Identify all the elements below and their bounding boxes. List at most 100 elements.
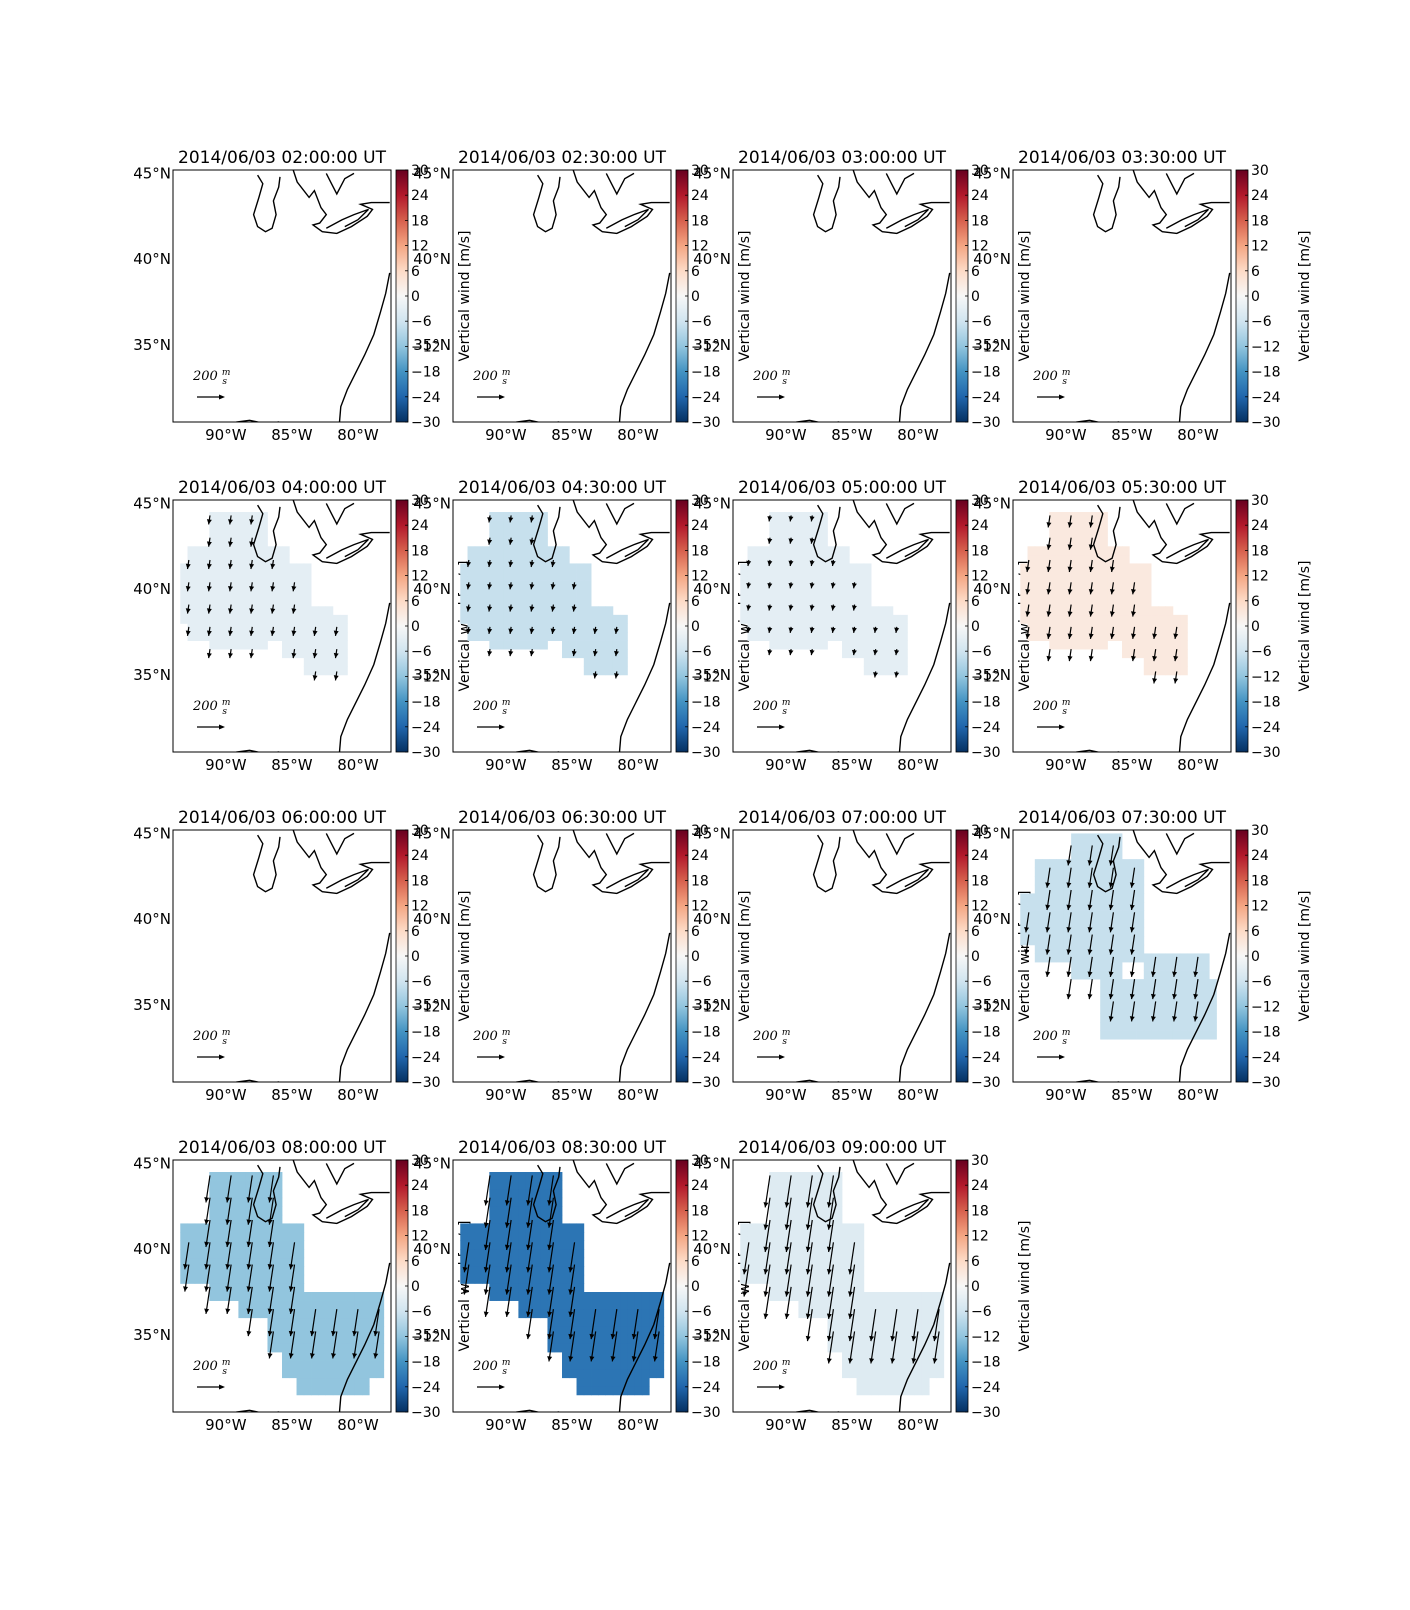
wind-arrow bbox=[785, 1286, 792, 1319]
heatmap-cell bbox=[1136, 867, 1145, 877]
heatmap-cell bbox=[267, 614, 276, 624]
heatmap-cell bbox=[620, 1334, 628, 1344]
heatmap-cell bbox=[376, 1369, 385, 1379]
lon-tick-label: 80°W bbox=[897, 426, 939, 444]
heatmap-cell bbox=[1063, 606, 1072, 616]
wind-arrow bbox=[828, 1242, 835, 1275]
heatmap-cell bbox=[489, 1214, 497, 1224]
heatmap-cell bbox=[511, 1266, 519, 1276]
heatmap-cell bbox=[216, 632, 225, 641]
heatmap-cell bbox=[769, 623, 777, 633]
heatmap-cell bbox=[936, 1369, 945, 1379]
lon-tick-label: 90°W bbox=[485, 1416, 527, 1434]
lat-tick-label: 45°N bbox=[693, 1154, 731, 1172]
heatmap-cell bbox=[460, 572, 468, 581]
heatmap-cell bbox=[347, 1309, 356, 1319]
colorbar-tick-label: −24 bbox=[1251, 390, 1281, 406]
wind-arrow-head bbox=[225, 1308, 231, 1314]
panel-title: 2014/06/03 02:00:00 UT bbox=[178, 148, 387, 168]
heatmap-cell bbox=[252, 606, 261, 616]
lat-tick-label: 45°N bbox=[133, 824, 171, 842]
heatmap-cell bbox=[540, 1172, 548, 1181]
wind-arrow-head bbox=[1088, 588, 1094, 595]
heatmap-cell bbox=[1078, 953, 1087, 963]
heatmap-cell bbox=[1122, 910, 1130, 920]
heatmap-cell bbox=[209, 1240, 217, 1250]
heatmap-cell bbox=[274, 614, 283, 624]
colorbar-label: Vertical wind [m/s] bbox=[457, 891, 473, 1022]
heatmap-cell bbox=[303, 1326, 312, 1336]
heatmap-cell bbox=[1071, 520, 1079, 530]
coastline bbox=[885, 538, 929, 559]
heatmap-cell bbox=[1042, 910, 1050, 920]
heatmap-cell bbox=[871, 1352, 879, 1361]
wind-arrow-head bbox=[1046, 544, 1052, 550]
heatmap-cell bbox=[194, 554, 203, 564]
heatmap-cell bbox=[467, 614, 476, 624]
heatmap-cell bbox=[762, 614, 770, 624]
wind-arrow bbox=[806, 1219, 813, 1253]
heatmap-cell bbox=[1034, 884, 1043, 894]
heatmap-cell bbox=[562, 1334, 570, 1344]
heatmap-cell bbox=[842, 1334, 850, 1344]
heatmap-cell bbox=[1027, 589, 1036, 599]
heatmap-cell bbox=[1092, 537, 1101, 547]
heatmap-cell bbox=[532, 563, 541, 573]
heatmap-cell bbox=[634, 1292, 643, 1301]
colorbar-tick-label: 30 bbox=[971, 823, 989, 839]
heatmap-cell bbox=[1209, 1013, 1217, 1023]
wind-arrow-head bbox=[592, 673, 598, 679]
scale-arrow-unit-den: s bbox=[222, 1037, 227, 1047]
heatmap-cell bbox=[892, 1343, 901, 1353]
heatmap-cell bbox=[325, 1326, 334, 1336]
heatmap-cell bbox=[296, 1223, 305, 1233]
heatmap-cell bbox=[754, 546, 763, 556]
lon-tick-label: 90°W bbox=[765, 426, 807, 444]
heatmap-cell bbox=[1071, 623, 1079, 633]
colorbar-tick-label: −30 bbox=[691, 745, 721, 761]
heatmap-cell bbox=[569, 1232, 577, 1241]
colorbar-tick-label: 6 bbox=[691, 594, 700, 610]
scale-arrow-value: 200 bbox=[472, 1029, 498, 1044]
heatmap-cell bbox=[532, 614, 541, 624]
wind-arrow-head bbox=[890, 1335, 896, 1342]
coastline bbox=[1165, 502, 1195, 526]
wind-arrow-head bbox=[805, 1291, 811, 1297]
scale-arrow-unit-den: s bbox=[782, 1367, 787, 1377]
wind-arrow-head bbox=[483, 1200, 489, 1206]
coastline bbox=[794, 1079, 841, 1082]
heatmap-cell bbox=[489, 1232, 497, 1241]
wind-arrow-head bbox=[911, 1335, 917, 1342]
wind-arrow bbox=[527, 1286, 533, 1317]
wind-arrow-head bbox=[529, 583, 535, 590]
heatmap-cell bbox=[769, 580, 777, 590]
heatmap-cell bbox=[842, 597, 850, 607]
heatmap-cell bbox=[1034, 919, 1043, 929]
heatmap-cell bbox=[641, 1300, 650, 1310]
heatmap-cell bbox=[791, 1189, 799, 1199]
scale-arrow-value: 200 bbox=[752, 1029, 778, 1044]
wind-arrow bbox=[506, 1264, 512, 1295]
heatmap-cell bbox=[812, 1214, 821, 1224]
heatmap-cell bbox=[532, 1266, 541, 1276]
heatmap-cell bbox=[1034, 606, 1043, 616]
panel-title: 2014/06/03 05:00:00 UT bbox=[738, 478, 947, 498]
colorbar-tick-label: −18 bbox=[691, 1355, 721, 1371]
heatmap-cell bbox=[900, 1369, 908, 1379]
heatmap-cell bbox=[605, 1360, 614, 1370]
heatmap-cell bbox=[252, 563, 261, 573]
heatmap-cell bbox=[914, 1343, 923, 1353]
heatmap-cell bbox=[863, 649, 872, 659]
heatmap-cell bbox=[776, 563, 785, 573]
heatmap-cell bbox=[921, 1369, 930, 1379]
heatmap-cell bbox=[252, 1283, 261, 1293]
heatmap-cell bbox=[591, 1386, 599, 1396]
heatmap-cell bbox=[820, 546, 828, 556]
map-frame bbox=[732, 499, 952, 753]
heatmap-cell bbox=[252, 554, 261, 564]
heatmap-cell bbox=[1071, 546, 1079, 556]
heatmap-cell bbox=[289, 1352, 297, 1361]
heatmap-cell bbox=[282, 649, 290, 659]
heatmap-cell bbox=[518, 1309, 527, 1319]
